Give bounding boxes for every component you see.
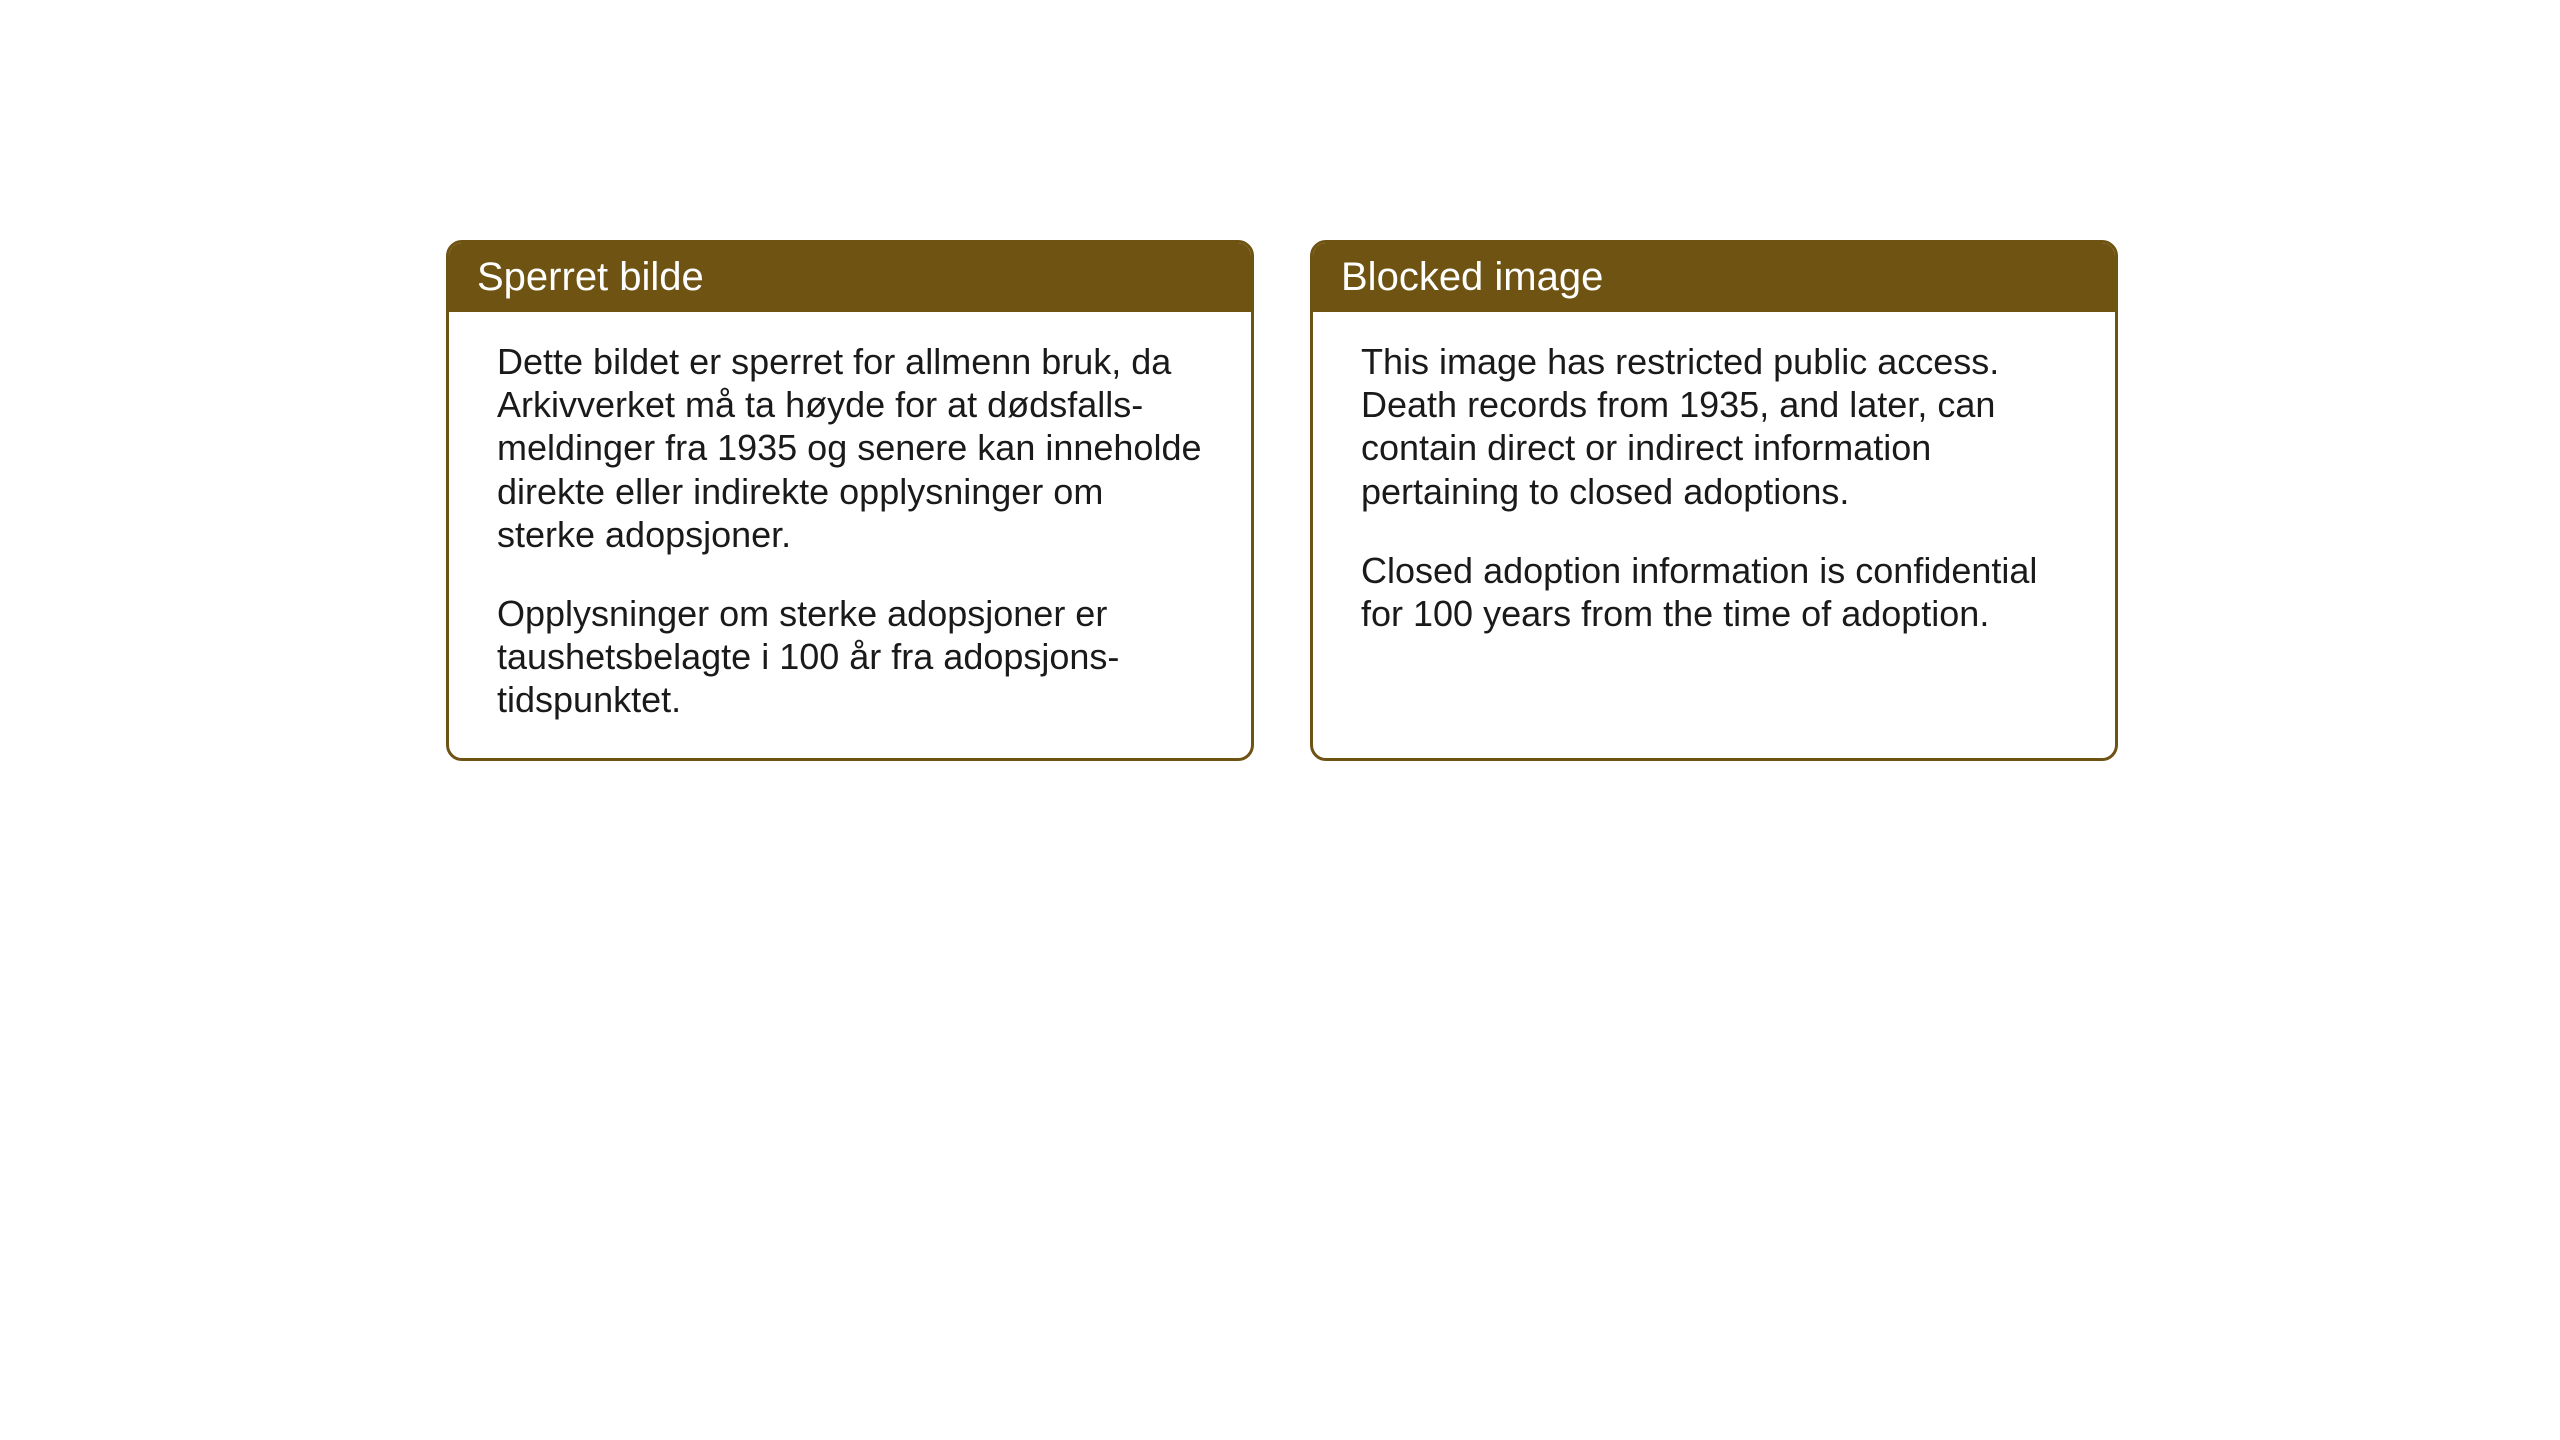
info-text-paragraph: Opplysninger om sterke adopsjoner er tau… xyxy=(497,592,1203,722)
info-box-english: Blocked image This image has restricted … xyxy=(1310,240,2118,761)
info-box-header-english: Blocked image xyxy=(1313,243,2115,312)
info-text-paragraph: Closed adoption information is confident… xyxy=(1361,549,2067,635)
info-box-body-english: This image has restricted public access.… xyxy=(1313,312,2115,740)
info-box-norwegian: Sperret bilde Dette bildet er sperret fo… xyxy=(446,240,1254,761)
info-box-header-norwegian: Sperret bilde xyxy=(449,243,1251,312)
info-boxes-container: Sperret bilde Dette bildet er sperret fo… xyxy=(446,240,2118,761)
info-text-paragraph: Dette bildet er sperret for allmenn bruk… xyxy=(497,340,1203,556)
info-text-paragraph: This image has restricted public access.… xyxy=(1361,340,2067,513)
info-box-body-norwegian: Dette bildet er sperret for allmenn bruk… xyxy=(449,312,1251,758)
